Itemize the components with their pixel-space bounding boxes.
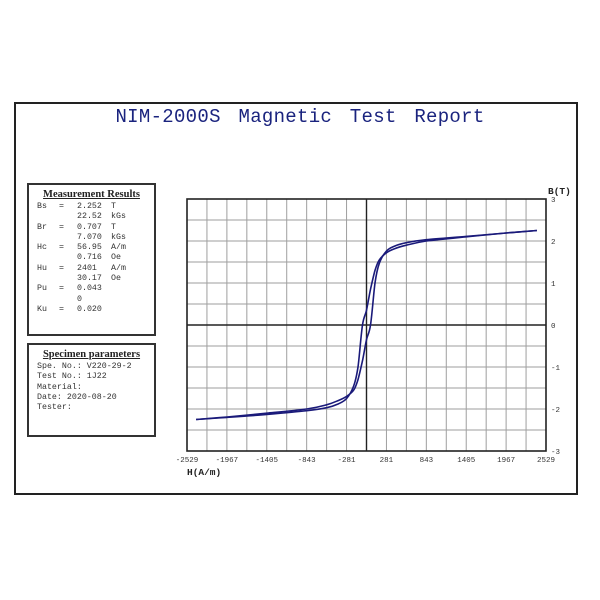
measurement-value: 22.52 bbox=[77, 212, 102, 222]
measurement-unit: T bbox=[111, 202, 116, 211]
measurement-unit: kGs bbox=[111, 212, 126, 222]
chart-axes bbox=[186, 198, 547, 452]
specimen-row: Spe. No.: V220-29-2 bbox=[37, 362, 154, 372]
measurement-unit: Oe bbox=[111, 274, 121, 284]
measurement-equals: = bbox=[59, 284, 64, 294]
x-axis-label: H(A/m) bbox=[187, 467, 221, 478]
measurement-unit: A/m bbox=[111, 243, 126, 253]
hysteresis-branch bbox=[196, 229, 537, 421]
measurement-row: 22.52 kGs bbox=[37, 212, 154, 222]
x-tick-label: 281 bbox=[380, 457, 394, 465]
measurement-value: 0.707 bbox=[77, 222, 102, 232]
measurement-row: Hu = 2401 A/m bbox=[37, 264, 154, 274]
specimen-parameters-panel: Specimen parameters Spe. No.: V220-29-2 T… bbox=[27, 343, 156, 437]
measurement-unit: kGs bbox=[111, 232, 126, 242]
y-axis-label: B(T) bbox=[548, 186, 571, 197]
x-tick-label: -281 bbox=[338, 457, 357, 465]
specimen-row: Date: 2020-08-20 bbox=[37, 393, 154, 403]
measurement-results-panel: Measurement Results Bs = 2.252 T 22.52 kGs Br =… bbox=[27, 183, 156, 336]
measurement-label: Br bbox=[37, 222, 47, 232]
x-tick-label: -843 bbox=[298, 457, 317, 465]
x-tick-label: -2529 bbox=[176, 457, 199, 465]
specimen-parameters-list: Spe. No.: V220-29-2 Test No.: 1J22 Materia… bbox=[37, 362, 154, 413]
measurement-row: Br = 0.707 T bbox=[37, 223, 154, 233]
y-tick-label: 1 bbox=[551, 281, 556, 289]
measurement-equals: = bbox=[59, 243, 64, 253]
measurement-value: 0.043 bbox=[77, 284, 102, 294]
measurement-unit: T bbox=[111, 222, 116, 232]
specimen-value: V220-29-2 bbox=[81, 362, 132, 371]
measurement-results-list: Bs = 2.252 T 22.52 kGs Br = 0.707 T 7.070 kGs Hc = 56.… bbox=[37, 202, 154, 315]
report-title: NIM-2000S Magnetic Test Report bbox=[115, 106, 485, 128]
x-tick-label: 2529 bbox=[537, 457, 555, 465]
hysteresis-branch bbox=[196, 229, 537, 421]
y-tick-label: -2 bbox=[551, 407, 560, 415]
measurement-equals: = bbox=[59, 222, 64, 232]
y-tick-label: 2 bbox=[551, 239, 556, 247]
specimen-label: Date: bbox=[37, 392, 62, 402]
measurement-label: Bs bbox=[37, 202, 47, 211]
specimen-label: Material: bbox=[37, 382, 82, 392]
measurement-row: Pu = 0.043 bbox=[37, 284, 154, 294]
x-tick-label: 843 bbox=[420, 457, 434, 465]
measurement-unit: A/m bbox=[111, 263, 126, 273]
measurement-equals: = bbox=[59, 202, 64, 211]
hysteresis-loop bbox=[196, 229, 537, 421]
measurement-label: Hu bbox=[37, 263, 47, 273]
measurement-row: 0.716 Oe bbox=[37, 253, 154, 263]
measurement-row: Bs = 2.252 T bbox=[37, 202, 154, 212]
x-axis-ticks: -2529 -1967 -1405 -843 -281 281 843 1405 1967 252… bbox=[176, 457, 555, 465]
y-tick-label: -3 bbox=[551, 449, 561, 457]
measurement-row: Ku = 0.020 bbox=[37, 305, 154, 315]
specimen-row: Tester: bbox=[37, 403, 154, 413]
specimen-label: Tester: bbox=[37, 403, 72, 413]
specimen-parameters-heading: Specimen parameters bbox=[42, 349, 141, 360]
measurement-label: Hc bbox=[37, 243, 47, 253]
measurement-row: 0 bbox=[37, 295, 154, 305]
measurement-value: 0.020 bbox=[77, 304, 102, 314]
x-tick-label: -1405 bbox=[256, 457, 279, 465]
specimen-row: Test No.: 1J22 bbox=[37, 372, 154, 382]
measurement-results-heading: Measurement Results bbox=[43, 189, 140, 200]
y-tick-label: 0 bbox=[551, 323, 556, 331]
measurement-value: 0 bbox=[77, 294, 82, 304]
measurement-unit: Oe bbox=[111, 253, 121, 263]
measurement-label: Pu bbox=[37, 284, 47, 294]
measurement-row: Hc = 56.95 A/m bbox=[37, 243, 154, 253]
x-tick-label: 1967 bbox=[497, 457, 515, 465]
specimen-value: 1J22 bbox=[81, 372, 107, 382]
measurement-label: Ku bbox=[37, 304, 47, 314]
measurement-value: 7.070 bbox=[77, 232, 102, 242]
measurement-value: 0.716 bbox=[77, 253, 102, 263]
measurement-row: 30.17 Oe bbox=[37, 274, 154, 284]
measurement-value: 30.17 bbox=[77, 274, 102, 284]
measurement-equals: = bbox=[59, 263, 64, 273]
measurement-value: 56.95 bbox=[77, 243, 102, 253]
measurement-row: 7.070 kGs bbox=[37, 233, 154, 243]
specimen-row: Material: bbox=[37, 383, 154, 393]
measurement-value: 2.252 bbox=[77, 202, 102, 211]
y-axis-ticks: 3 2 1 0 -1 -2 -3 bbox=[551, 197, 561, 457]
specimen-label: Spe. No.: bbox=[37, 362, 82, 371]
measurement-value: 2401 bbox=[77, 263, 97, 273]
x-tick-label: -1967 bbox=[216, 457, 239, 465]
x-tick-label: 1405 bbox=[457, 457, 476, 465]
measurement-equals: = bbox=[59, 304, 64, 314]
y-tick-label: 3 bbox=[551, 197, 556, 205]
specimen-label: Test No.: bbox=[37, 372, 82, 382]
specimen-value: 2020-08-20 bbox=[61, 392, 117, 402]
y-tick-label: -1 bbox=[551, 365, 561, 373]
